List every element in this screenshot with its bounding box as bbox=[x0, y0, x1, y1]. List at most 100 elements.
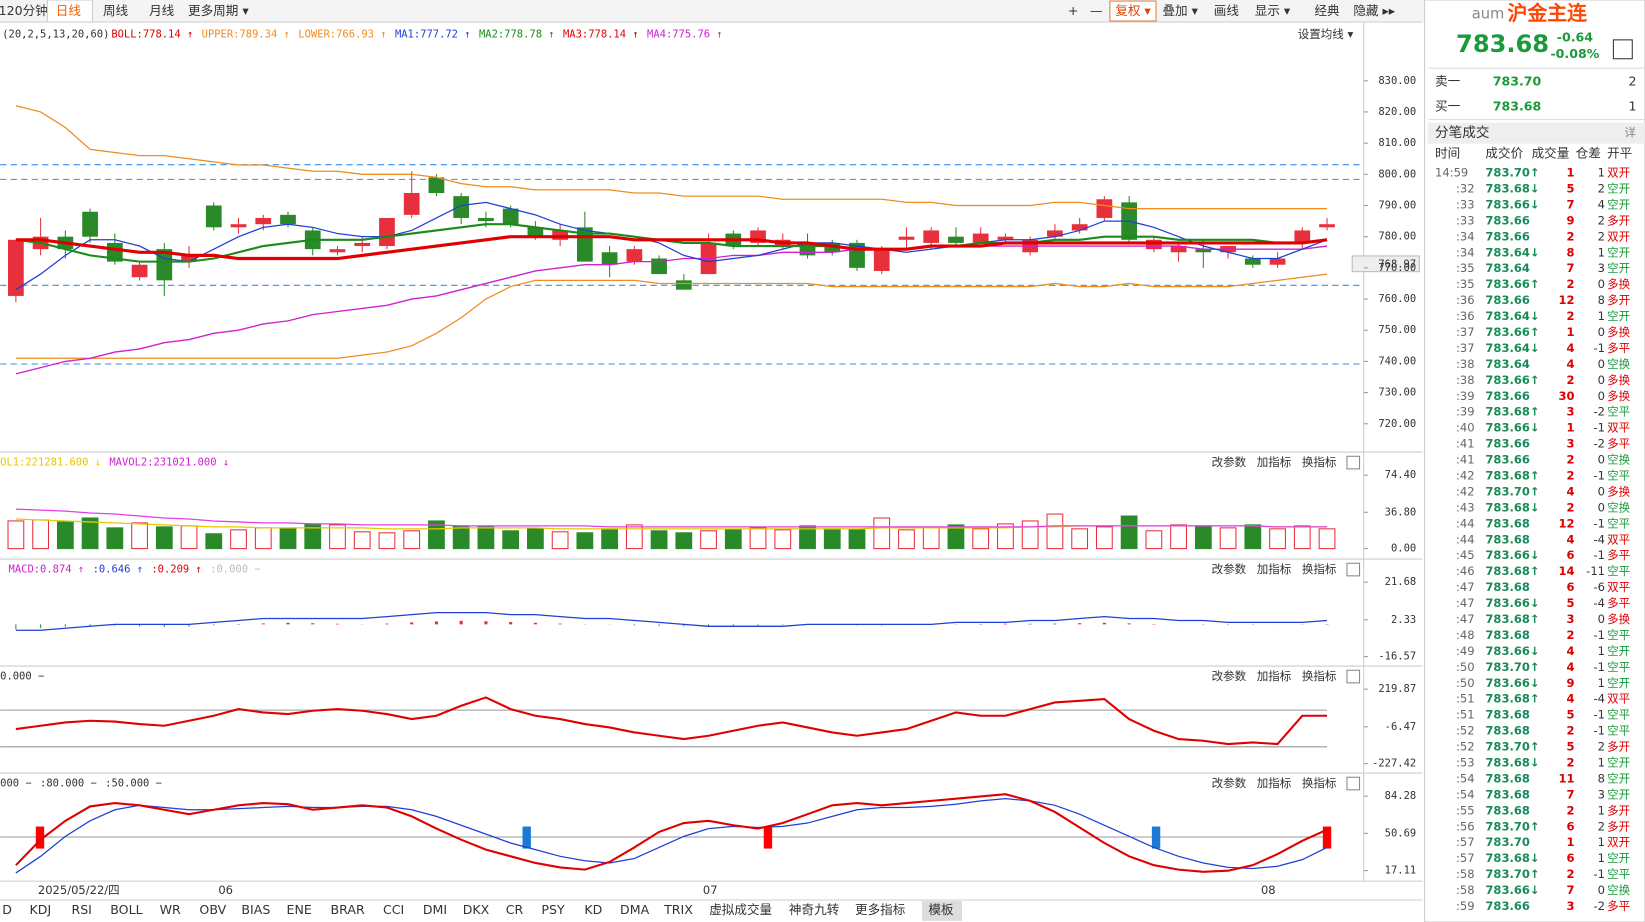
tool-button[interactable]: 隐藏 ▸▸ bbox=[1353, 3, 1395, 18]
volume-bar bbox=[1120, 515, 1138, 550]
indicator-tab[interactable]: ENE bbox=[287, 902, 312, 917]
volume-bar bbox=[700, 530, 717, 550]
panel-button[interactable]: 加指标 bbox=[1257, 562, 1292, 576]
indicator-tab[interactable]: RSI bbox=[71, 902, 91, 917]
tick-time: :47 bbox=[1456, 612, 1475, 626]
legend-item: :80.000 − bbox=[40, 778, 97, 790]
indicator-tab[interactable]: KDJ bbox=[30, 902, 52, 917]
panel-button[interactable]: 改参数 bbox=[1212, 669, 1247, 683]
volume-bar bbox=[922, 527, 940, 550]
candle-body bbox=[82, 211, 98, 237]
period-tab[interactable]: 日线 bbox=[56, 3, 82, 18]
candle-body bbox=[1319, 224, 1335, 228]
tick-price: 783.64↓ bbox=[1485, 309, 1539, 323]
indicator-tab[interactable]: BIAS bbox=[241, 902, 270, 917]
indicator-tab[interactable]: KD bbox=[584, 902, 602, 917]
candle-body bbox=[403, 193, 420, 215]
indicator-line bbox=[15, 798, 1328, 874]
tick-type: 空平 bbox=[1607, 628, 1630, 642]
tick-diff: -1 bbox=[1594, 548, 1605, 562]
collapse-button[interactable] bbox=[1612, 39, 1633, 60]
indicator-tab[interactable]: PSY bbox=[541, 902, 565, 917]
indicator-tab[interactable]: 虚拟成交量 bbox=[709, 902, 772, 917]
tick-volume: 2 bbox=[1567, 803, 1575, 817]
tool-button[interactable]: 叠加 ▾ bbox=[1162, 3, 1198, 18]
tick-diff: 0 bbox=[1598, 373, 1605, 387]
tick-time: :54 bbox=[1456, 787, 1475, 801]
volume-bar bbox=[1170, 524, 1187, 550]
panel-button[interactable]: 加指标 bbox=[1257, 776, 1292, 790]
tick-price: 783.68↑ bbox=[1485, 612, 1539, 626]
tick-time: :38 bbox=[1456, 373, 1475, 387]
tick-volume: 3 bbox=[1567, 899, 1575, 913]
tick-volume: 2 bbox=[1567, 628, 1575, 642]
tick-diff: 1 bbox=[1598, 676, 1605, 690]
indicator-tab[interactable]: DMA bbox=[620, 902, 650, 917]
tick-price: 783.68 bbox=[1485, 724, 1529, 738]
panel-button[interactable]: 换指标 bbox=[1302, 669, 1337, 683]
panel-button[interactable]: 换指标 bbox=[1302, 562, 1337, 576]
tick-price: 783.66↑ bbox=[1485, 373, 1539, 387]
period-tab[interactable]: 更多周期 ▾ bbox=[188, 3, 249, 18]
panel-button[interactable]: 改参数 bbox=[1212, 776, 1247, 790]
indicator-tab[interactable]: BOLL bbox=[110, 902, 142, 917]
indicator-tab[interactable]: 更多指标 bbox=[855, 902, 906, 917]
tool-button[interactable]: 画线 bbox=[1214, 3, 1240, 18]
tick-volume: 5 bbox=[1567, 596, 1575, 610]
indicator-tab[interactable]: D bbox=[2, 902, 12, 917]
candle-body bbox=[428, 177, 445, 194]
indicator-tab[interactable]: DMI bbox=[423, 902, 447, 917]
indicator-tab[interactable]: 神奇九转 bbox=[789, 902, 840, 917]
date-label: 07 bbox=[703, 883, 718, 897]
legend-button[interactable]: 设置均线 ▾ bbox=[1298, 27, 1354, 41]
close-button[interactable] bbox=[1346, 776, 1361, 791]
indicator-tab[interactable]: OBV bbox=[199, 902, 226, 917]
tick-type: 空开 bbox=[1607, 182, 1630, 196]
close-button[interactable] bbox=[1346, 455, 1361, 470]
tick-diff: 0 bbox=[1598, 612, 1605, 626]
panel-button[interactable]: 改参数 bbox=[1212, 455, 1247, 469]
panel-button[interactable]: 改参数 bbox=[1212, 562, 1247, 576]
indicator-tab[interactable]: 模板 bbox=[928, 902, 954, 917]
period-tab[interactable]: 120分钟 bbox=[0, 3, 48, 18]
tick-diff: 0 bbox=[1598, 325, 1605, 339]
tick-type: 多换 bbox=[1607, 373, 1631, 387]
volume-bar bbox=[1021, 520, 1039, 550]
volume-bar bbox=[155, 526, 173, 550]
panel-button[interactable]: 换指标 bbox=[1302, 455, 1337, 469]
close-button[interactable] bbox=[1346, 669, 1361, 684]
y-tick-label: 760.00 bbox=[1378, 293, 1416, 305]
tick-price: 783.66↑ bbox=[1485, 277, 1539, 291]
volume-bar bbox=[279, 528, 297, 550]
indicator-tab[interactable]: WR bbox=[160, 902, 181, 917]
tool-button[interactable]: 显示 ▾ bbox=[1255, 3, 1291, 18]
indicator-tab[interactable]: CCI bbox=[383, 902, 404, 917]
ticks-header-bg bbox=[1427, 122, 1645, 144]
y-tick-label: 830.00 bbox=[1378, 75, 1416, 87]
tick-type: 多开 bbox=[1607, 803, 1630, 817]
detail-button[interactable]: 详 bbox=[1624, 126, 1636, 140]
tick-time: :51 bbox=[1456, 692, 1475, 706]
legend-item: MA4:775.76 ↑ bbox=[647, 29, 723, 41]
tick-diff: 0 bbox=[1598, 500, 1605, 514]
tool-button[interactable]: 经典 bbox=[1314, 3, 1340, 18]
panel-button[interactable]: 加指标 bbox=[1257, 455, 1292, 469]
tool-button[interactable]: 复权 ▾ bbox=[1115, 3, 1151, 18]
indicator-tab[interactable]: CR bbox=[506, 902, 524, 917]
close-button[interactable] bbox=[1346, 562, 1361, 577]
tick-time: :42 bbox=[1456, 484, 1475, 498]
tick-type: 空开 bbox=[1607, 851, 1630, 865]
indicator-tab[interactable]: BRAR bbox=[331, 902, 365, 917]
panel-button[interactable]: 加指标 bbox=[1257, 669, 1292, 683]
indicator-tab[interactable]: TRIX bbox=[663, 902, 693, 917]
period-tab[interactable]: 周线 bbox=[103, 3, 129, 18]
tool-button[interactable]: — bbox=[1090, 3, 1103, 18]
indicator-tab[interactable]: DKX bbox=[463, 902, 490, 917]
tool-button[interactable]: + bbox=[1068, 3, 1079, 18]
y-tick-label: -227.42 bbox=[1372, 758, 1416, 770]
volume-bar bbox=[675, 532, 693, 550]
panel-button[interactable]: 换指标 bbox=[1302, 776, 1337, 790]
period-tab[interactable]: 月线 bbox=[149, 3, 175, 18]
date-label: 06 bbox=[218, 883, 233, 897]
tick-type: 双开 bbox=[1607, 835, 1630, 849]
